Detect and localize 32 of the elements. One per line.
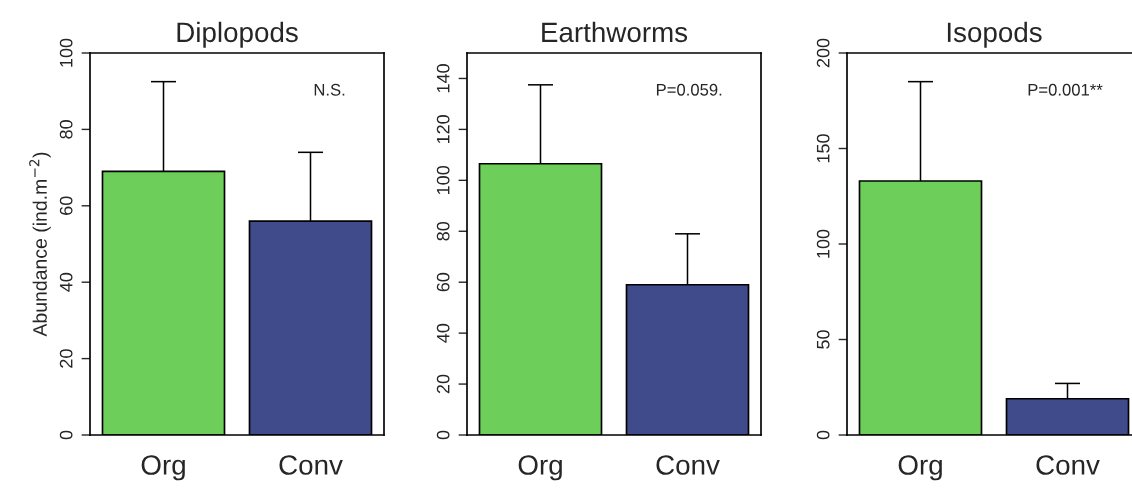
y-tick-label: 80 bbox=[59, 120, 73, 139]
chart-title: Isopods bbox=[947, 21, 1042, 48]
y-tick-label: 140 bbox=[436, 64, 450, 93]
y-tick-label: 20 bbox=[436, 374, 450, 394]
y-axis-title: Abundance (ind.m$^{−2}$) bbox=[29, 152, 51, 337]
y-tick-label: 0 bbox=[59, 430, 73, 440]
y-tick-label: 150 bbox=[816, 134, 830, 163]
y-tick-label: 60 bbox=[59, 196, 73, 215]
x-tick-label: Org bbox=[898, 455, 942, 481]
y-tick-label: 20 bbox=[59, 349, 73, 368]
y-tick-label: 60 bbox=[436, 272, 450, 292]
chart-title: Diplopods bbox=[177, 21, 298, 48]
y-tick-label: 80 bbox=[436, 221, 450, 241]
y-tick-label: 100 bbox=[436, 165, 450, 195]
annotation: P=0.059. bbox=[656, 83, 722, 96]
y-tick-label: 40 bbox=[436, 323, 450, 343]
annotation: N.S. bbox=[314, 83, 345, 96]
y-tick-label: 100 bbox=[816, 229, 830, 258]
x-tick-label: Conv bbox=[656, 455, 720, 475]
y-tick-label: 120 bbox=[436, 115, 450, 144]
chart-title: Earthworms bbox=[542, 21, 688, 43]
y-tick-label: 40 bbox=[59, 272, 73, 292]
x-tick-label: Conv bbox=[279, 455, 343, 475]
x-tick-label: Conv bbox=[1036, 455, 1100, 475]
y-tick-label: 0 bbox=[816, 430, 830, 440]
y-tick-label: 0 bbox=[436, 430, 450, 440]
x-tick-label: Org bbox=[518, 455, 562, 481]
y-tick-label: 100 bbox=[59, 38, 73, 67]
y-tick-label: 50 bbox=[816, 330, 830, 349]
y-tick-label: 200 bbox=[816, 38, 830, 68]
x-tick-label: Org bbox=[141, 455, 185, 481]
annotation: P=0.001** bbox=[1028, 83, 1103, 96]
